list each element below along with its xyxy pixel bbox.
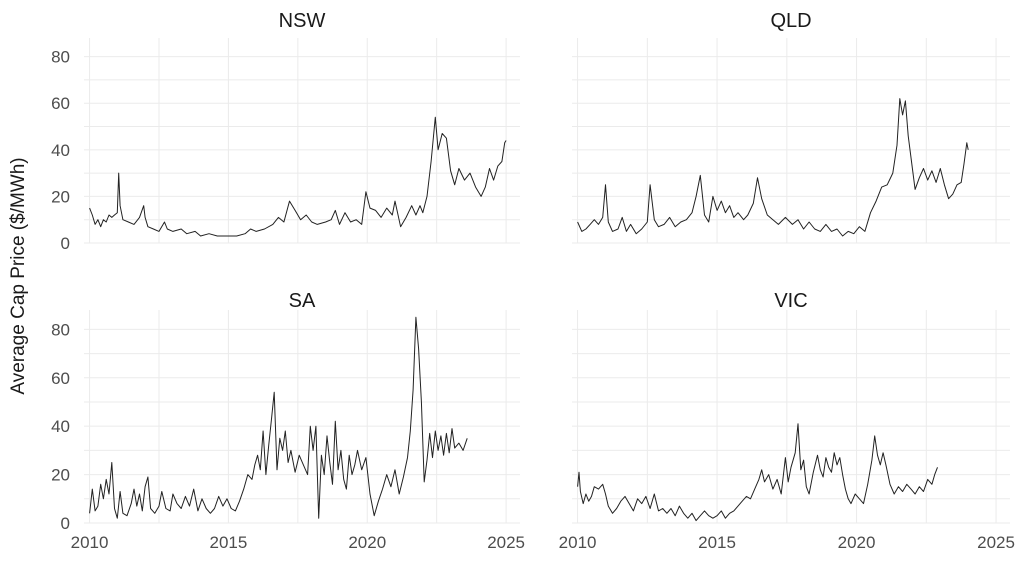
panel-nsw: NSW 0 20 40 60 80 — [51, 10, 520, 253]
y-tick-label: 20 — [51, 187, 70, 206]
panel-vic: VIC 2010 2015 2020 2025 — [559, 290, 1015, 552]
panel-title: QLD — [770, 10, 811, 32]
series-line-nsw — [89, 116, 507, 237]
series-line-vic — [577, 423, 938, 522]
x-tick-label: 2025 — [977, 533, 1015, 552]
x-tick-label: 2020 — [348, 533, 386, 552]
x-tick-label: 2015 — [209, 533, 247, 552]
y-tick-label: 20 — [51, 466, 70, 485]
panel-qld: QLD — [572, 10, 1010, 244]
y-axis-title: Average Cap Price ($/MWh) — [8, 157, 29, 394]
x-tick-label: 2010 — [71, 533, 109, 552]
panel-title: SA — [289, 290, 316, 312]
y-tick-label: 40 — [51, 141, 70, 160]
y-tick-label: 60 — [51, 94, 70, 113]
x-tick-label: 2020 — [838, 533, 876, 552]
y-tick-label: 60 — [51, 369, 70, 388]
panels-layer: NSW 0 20 40 60 80 QLD SA 0 20 40 60 80 2010 2015 2020 20… — [51, 10, 1015, 552]
x-tick-label: 2015 — [698, 533, 736, 552]
y-tick-label: 0 — [61, 234, 70, 253]
y-tick-label: 80 — [51, 48, 70, 67]
panel-title: VIC — [774, 290, 807, 312]
series-line-qld — [577, 98, 969, 237]
x-tick-label: 2010 — [559, 533, 597, 552]
y-tick-label: 80 — [51, 320, 70, 339]
series-line-sa — [89, 316, 468, 519]
panel-sa: SA 0 20 40 60 80 2010 2015 2020 2025 — [51, 290, 525, 552]
y-tick-label: 0 — [61, 514, 70, 533]
y-tick-label: 40 — [51, 417, 70, 436]
x-tick-label: 2025 — [487, 533, 525, 552]
panel-title: NSW — [279, 10, 326, 32]
